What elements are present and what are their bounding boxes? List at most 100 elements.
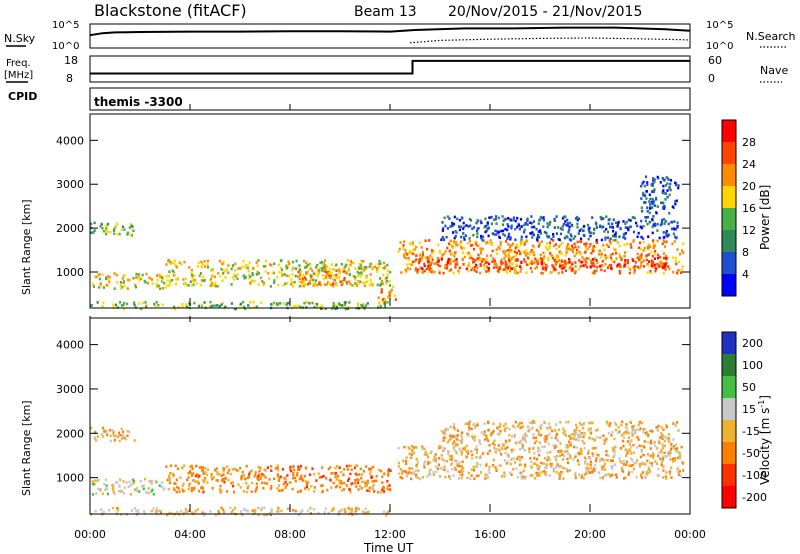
velocity-cell	[595, 453, 599, 456]
velocity-cell	[296, 490, 300, 494]
velocity-cell	[614, 473, 618, 476]
power-cell	[276, 275, 279, 279]
power-cell	[361, 268, 364, 271]
power-cell	[651, 225, 654, 229]
power-cell	[624, 251, 627, 254]
power-cell	[411, 241, 414, 244]
power-cell	[377, 296, 380, 299]
velocity-cell	[670, 446, 673, 449]
power-cell	[272, 271, 275, 275]
velocity-cell	[520, 426, 523, 429]
velocity-cell	[406, 472, 409, 475]
power-cell	[481, 247, 484, 251]
power-cell	[190, 272, 193, 275]
power-cell	[446, 264, 449, 267]
power-cell	[311, 301, 314, 305]
velocity-cell	[262, 474, 265, 477]
power-cell	[264, 259, 268, 263]
power-cell	[325, 276, 328, 280]
velocity-cell	[546, 451, 549, 455]
power-cell	[174, 263, 177, 267]
power-cell	[639, 247, 642, 251]
power-cell	[312, 278, 315, 282]
velocity-cell	[580, 476, 583, 479]
velocity-cell	[147, 491, 150, 495]
velocity-cell	[176, 467, 179, 471]
velocity-cell	[201, 466, 204, 469]
velocity-cell	[537, 450, 540, 453]
power-cell	[200, 265, 203, 268]
power-cell	[612, 239, 615, 242]
power-cell	[398, 247, 401, 251]
velocity-cell	[106, 492, 110, 496]
power-cell	[431, 258, 434, 261]
power-cell	[270, 303, 273, 306]
power-cell	[451, 221, 454, 225]
velocity-cell	[507, 460, 510, 464]
velocity-cell	[609, 421, 612, 425]
power-cell	[292, 266, 295, 270]
power-cell	[666, 195, 669, 199]
power-cell	[573, 242, 576, 246]
power-cell	[537, 258, 540, 261]
power-cell	[220, 303, 223, 306]
power-cell	[408, 249, 411, 253]
velocity-cell	[255, 486, 258, 489]
power-cell	[580, 228, 583, 231]
power-cell	[345, 280, 348, 284]
power-cell	[662, 262, 665, 266]
velocity-cell	[537, 471, 540, 475]
power-cell	[365, 276, 368, 280]
power-cell	[230, 283, 233, 286]
velocity-cell	[93, 431, 97, 434]
power-cell	[585, 261, 588, 264]
velocity-cell	[535, 439, 538, 443]
velocity-cell	[417, 469, 420, 472]
power-cell	[543, 262, 546, 265]
velocity-cell	[182, 482, 185, 486]
power-cell	[526, 223, 529, 226]
velocity-cell	[401, 472, 404, 475]
velocity-cell	[456, 429, 460, 433]
velocity-cell	[216, 470, 219, 474]
velocity-cell	[183, 489, 186, 493]
velocity-cell	[626, 432, 629, 435]
power-cell	[554, 262, 557, 266]
colorbar-segment	[722, 164, 736, 186]
velocity-cell	[256, 477, 260, 481]
velocity-cell	[587, 469, 590, 472]
power-cell	[531, 236, 534, 239]
power-cell	[538, 236, 541, 239]
velocity-cell	[640, 450, 643, 453]
power-cell	[317, 271, 320, 275]
velocity-cell	[678, 454, 681, 458]
velocity-cell	[444, 475, 447, 479]
velocity-cell	[618, 430, 621, 433]
velocity-cell	[97, 487, 100, 491]
velocity-cell	[172, 474, 175, 477]
power-cell	[219, 274, 222, 278]
power-cell	[571, 248, 574, 251]
power-cell	[320, 269, 323, 272]
velocity-cell	[439, 466, 442, 470]
velocity-cell	[669, 448, 673, 451]
velocity-cell	[405, 456, 408, 459]
x-tick-label: 12:00	[374, 528, 406, 541]
power-cell	[468, 237, 471, 240]
power-cell	[601, 264, 604, 267]
velocity-cell	[620, 466, 623, 470]
velocity-cell	[668, 454, 671, 457]
velocity-cell	[458, 464, 461, 468]
power-cell	[582, 229, 585, 233]
power-cell	[552, 233, 555, 236]
power-cell	[175, 265, 178, 269]
velocity-cell	[231, 508, 234, 512]
velocity-cell	[330, 509, 333, 513]
velocity-cell	[657, 424, 660, 428]
velocity-cell	[220, 506, 223, 510]
power-cell	[177, 305, 180, 309]
power-cell	[600, 256, 603, 259]
power-cell	[333, 278, 336, 282]
power-cell	[567, 224, 570, 227]
velocity-cell	[304, 467, 307, 470]
